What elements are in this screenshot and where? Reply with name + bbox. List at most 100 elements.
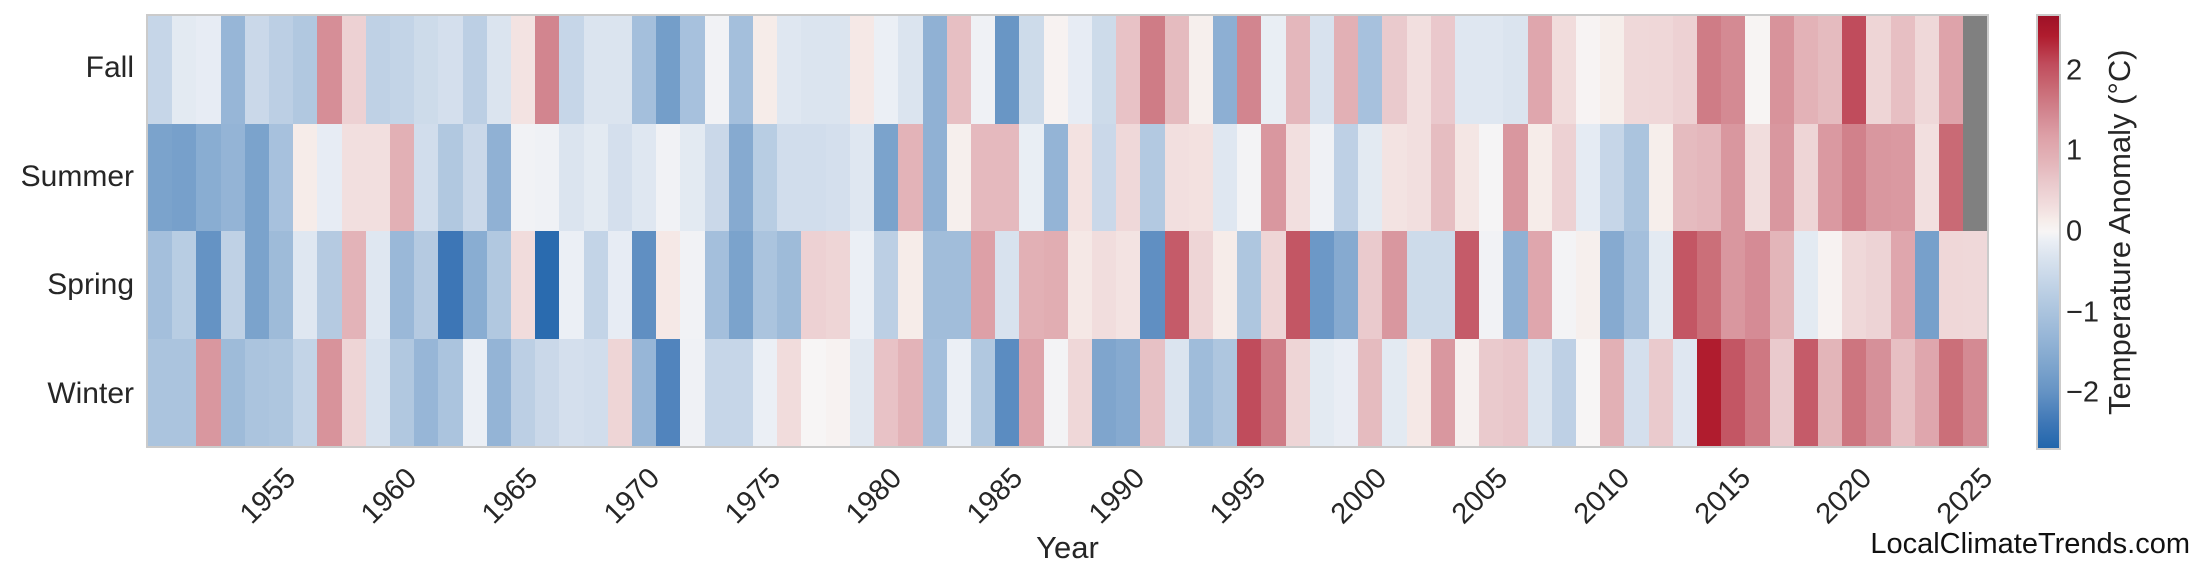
heatmap-cell [849, 231, 875, 339]
heatmap-cell [1140, 123, 1165, 231]
heatmap-cell [1648, 123, 1673, 231]
heatmap-cell [1551, 16, 1576, 124]
colorbar-gradient [2038, 16, 2059, 448]
heatmap-cell [244, 123, 270, 231]
heatmap-cell [1430, 123, 1455, 231]
heatmap-cell [1648, 231, 1673, 339]
heatmap-cell [244, 231, 270, 339]
heatmap-cell [172, 123, 197, 231]
heatmap-cell [1963, 16, 1988, 124]
colorbar-tick-label: −1 [2066, 296, 2100, 329]
heatmap-cell [898, 16, 923, 124]
y-tick-label: Summer [20, 159, 134, 193]
heatmap-cell [1358, 16, 1383, 124]
heatmap-cell [874, 16, 899, 124]
heatmap-cell [1285, 231, 1310, 339]
colorbar-tick-label: −2 [2066, 376, 2100, 409]
heatmap-cell [172, 338, 197, 446]
heatmap-cell [995, 123, 1020, 231]
heatmap-cell [317, 338, 342, 446]
heatmap-cell [1406, 338, 1431, 446]
heatmap-cell [753, 16, 778, 124]
heatmap-cell [486, 16, 512, 124]
heatmap-cell [1600, 123, 1625, 231]
colorbar-title: Temperature Anomaly (°C) [2102, 49, 2137, 415]
x-tick-label: 1980 [840, 462, 909, 531]
heatmap-cell [1769, 338, 1794, 446]
heatmap-cell [1237, 123, 1262, 231]
heatmap-cell [1866, 231, 1891, 339]
heatmap-cell [1091, 231, 1117, 339]
heatmap-cell [1333, 123, 1359, 231]
heatmap-cell [341, 338, 366, 446]
heatmap-cell [1285, 123, 1310, 231]
heatmap-cell [1116, 231, 1141, 339]
heatmap-cell [365, 231, 391, 339]
heatmap-cell [511, 123, 536, 231]
heatmap-cell [1600, 231, 1625, 339]
heatmap-cell [1479, 123, 1504, 231]
heatmap-cell [414, 123, 439, 231]
x-axis-title: Year [1036, 530, 1099, 565]
heatmap-cell [1624, 123, 1649, 231]
heatmap-cell [317, 16, 342, 124]
heatmap-cell [728, 16, 754, 124]
heatmap-cell [1237, 338, 1262, 446]
heatmap-cell [970, 338, 996, 446]
heatmap-cell [1019, 231, 1044, 339]
heatmap-cell [946, 123, 971, 231]
heatmap-cell [438, 16, 463, 124]
heatmap-cell [1963, 231, 1988, 339]
x-tick-label: 1995 [1203, 462, 1273, 531]
heatmap-cell [995, 16, 1020, 124]
heatmap-cell [1551, 338, 1576, 446]
heatmap-row-summer [148, 123, 1988, 231]
heatmap-cell [414, 16, 439, 124]
heatmap-cell [1212, 231, 1238, 339]
heatmap-cell [607, 338, 633, 446]
heatmap-cell [1769, 231, 1794, 339]
heatmap-cell [1697, 123, 1722, 231]
heatmap-cell [607, 123, 633, 231]
x-tick-label: 2015 [1688, 462, 1758, 531]
heatmap-cell [1503, 16, 1528, 124]
heatmap-cell [1406, 16, 1431, 124]
heatmap-cell [1503, 123, 1528, 231]
heatmap-cell [1261, 16, 1286, 124]
heatmap-cell [656, 123, 681, 231]
heatmap-cell [898, 123, 923, 231]
heatmap-cell [1479, 231, 1504, 339]
heatmap-cell [1116, 338, 1141, 446]
heatmap-cell [1091, 16, 1117, 124]
heatmap-cell [1939, 123, 1964, 231]
heatmap-cell [680, 231, 705, 339]
heatmap-cell [1890, 123, 1915, 231]
heatmap-cell [1067, 16, 1092, 124]
heatmap-cell [777, 16, 802, 124]
heatmap-cell [1575, 338, 1601, 446]
heatmap-cell [244, 16, 270, 124]
heatmap-cell [1116, 123, 1141, 231]
heatmap-cell [1406, 123, 1431, 231]
colorbar-ticks: 2 1 0 −1 −2 [2066, 14, 2126, 450]
heatmap-cell [148, 231, 173, 339]
heatmap-cell [1721, 231, 1746, 339]
heatmap-cell [728, 338, 754, 446]
heatmap-cell [341, 123, 366, 231]
heatmap-cell [1116, 16, 1141, 124]
heatmap-cell [220, 123, 245, 231]
heatmap-cell [1866, 16, 1891, 124]
heatmap-cell [390, 123, 415, 231]
heatmap-cell [1067, 123, 1092, 231]
heatmap-cell [1164, 338, 1189, 446]
heatmap-cell [1818, 123, 1843, 231]
heatmap-cell [1164, 123, 1189, 231]
heatmap-cell [1793, 123, 1819, 231]
heatmap-cell [632, 338, 657, 446]
heatmap-cell [196, 231, 221, 339]
heatmap-cell [632, 231, 657, 339]
heatmap-cell [1842, 16, 1867, 124]
heatmap-cell [511, 231, 536, 339]
heatmap-cell [970, 231, 996, 339]
heatmap-cell [1914, 231, 1940, 339]
